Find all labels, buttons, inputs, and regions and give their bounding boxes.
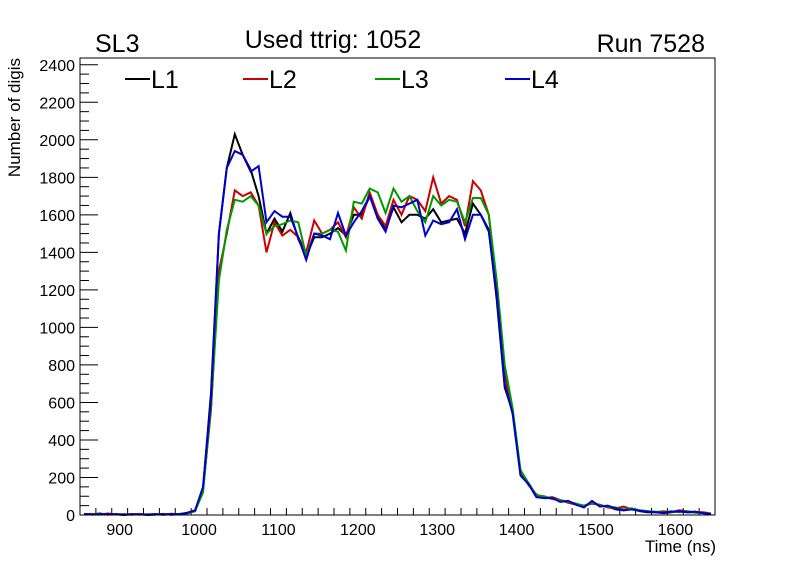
y-tick-label: 200	[48, 470, 75, 487]
y-axis-label: Number of digis	[5, 58, 24, 177]
series-line-l2	[83, 173, 712, 516]
x-tick-label: 1000	[181, 522, 217, 539]
legend-label-l3: L3	[401, 66, 429, 94]
legend-label-l1: L1	[151, 66, 179, 94]
y-tick-label: 600	[48, 395, 75, 412]
y-tick-label: 1800	[39, 170, 75, 187]
x-tick-label: 1500	[578, 522, 614, 539]
legend-label-l4: L4	[531, 66, 559, 94]
plot-frame	[79, 57, 716, 516]
title-right: Run 7528	[597, 30, 705, 58]
x-tick-label: 1100	[261, 522, 296, 539]
series-line-l1	[83, 130, 712, 517]
y-tick-label: 2200	[39, 95, 75, 112]
y-tick-label: 0	[66, 508, 75, 525]
chart-title: Used ttrig: 1052	[245, 26, 422, 54]
legend-label-l2: L2	[269, 66, 297, 94]
y-tick-label: 800	[48, 358, 75, 375]
y-tick-label: 1400	[39, 245, 75, 262]
x-tick-label: 900	[106, 522, 133, 539]
x-tick-label: 1400	[499, 522, 535, 539]
y-tick-label: 2400	[39, 58, 75, 75]
series-line-l4	[83, 149, 712, 516]
y-tick-label: 400	[48, 433, 75, 450]
x-tick-label: 1600	[658, 522, 694, 539]
x-tick-label: 1200	[340, 522, 376, 539]
y-tick-label: 1200	[39, 283, 75, 300]
y-tick-label: 1000	[39, 320, 75, 337]
y-tick-label: 1600	[39, 208, 75, 225]
y-tick-label: 2000	[39, 133, 75, 150]
x-tick-label: 1300	[419, 522, 455, 539]
title-left: SL3	[95, 30, 139, 58]
x-axis-label: Time (ns)	[645, 537, 716, 556]
series-line-l3	[83, 186, 712, 516]
